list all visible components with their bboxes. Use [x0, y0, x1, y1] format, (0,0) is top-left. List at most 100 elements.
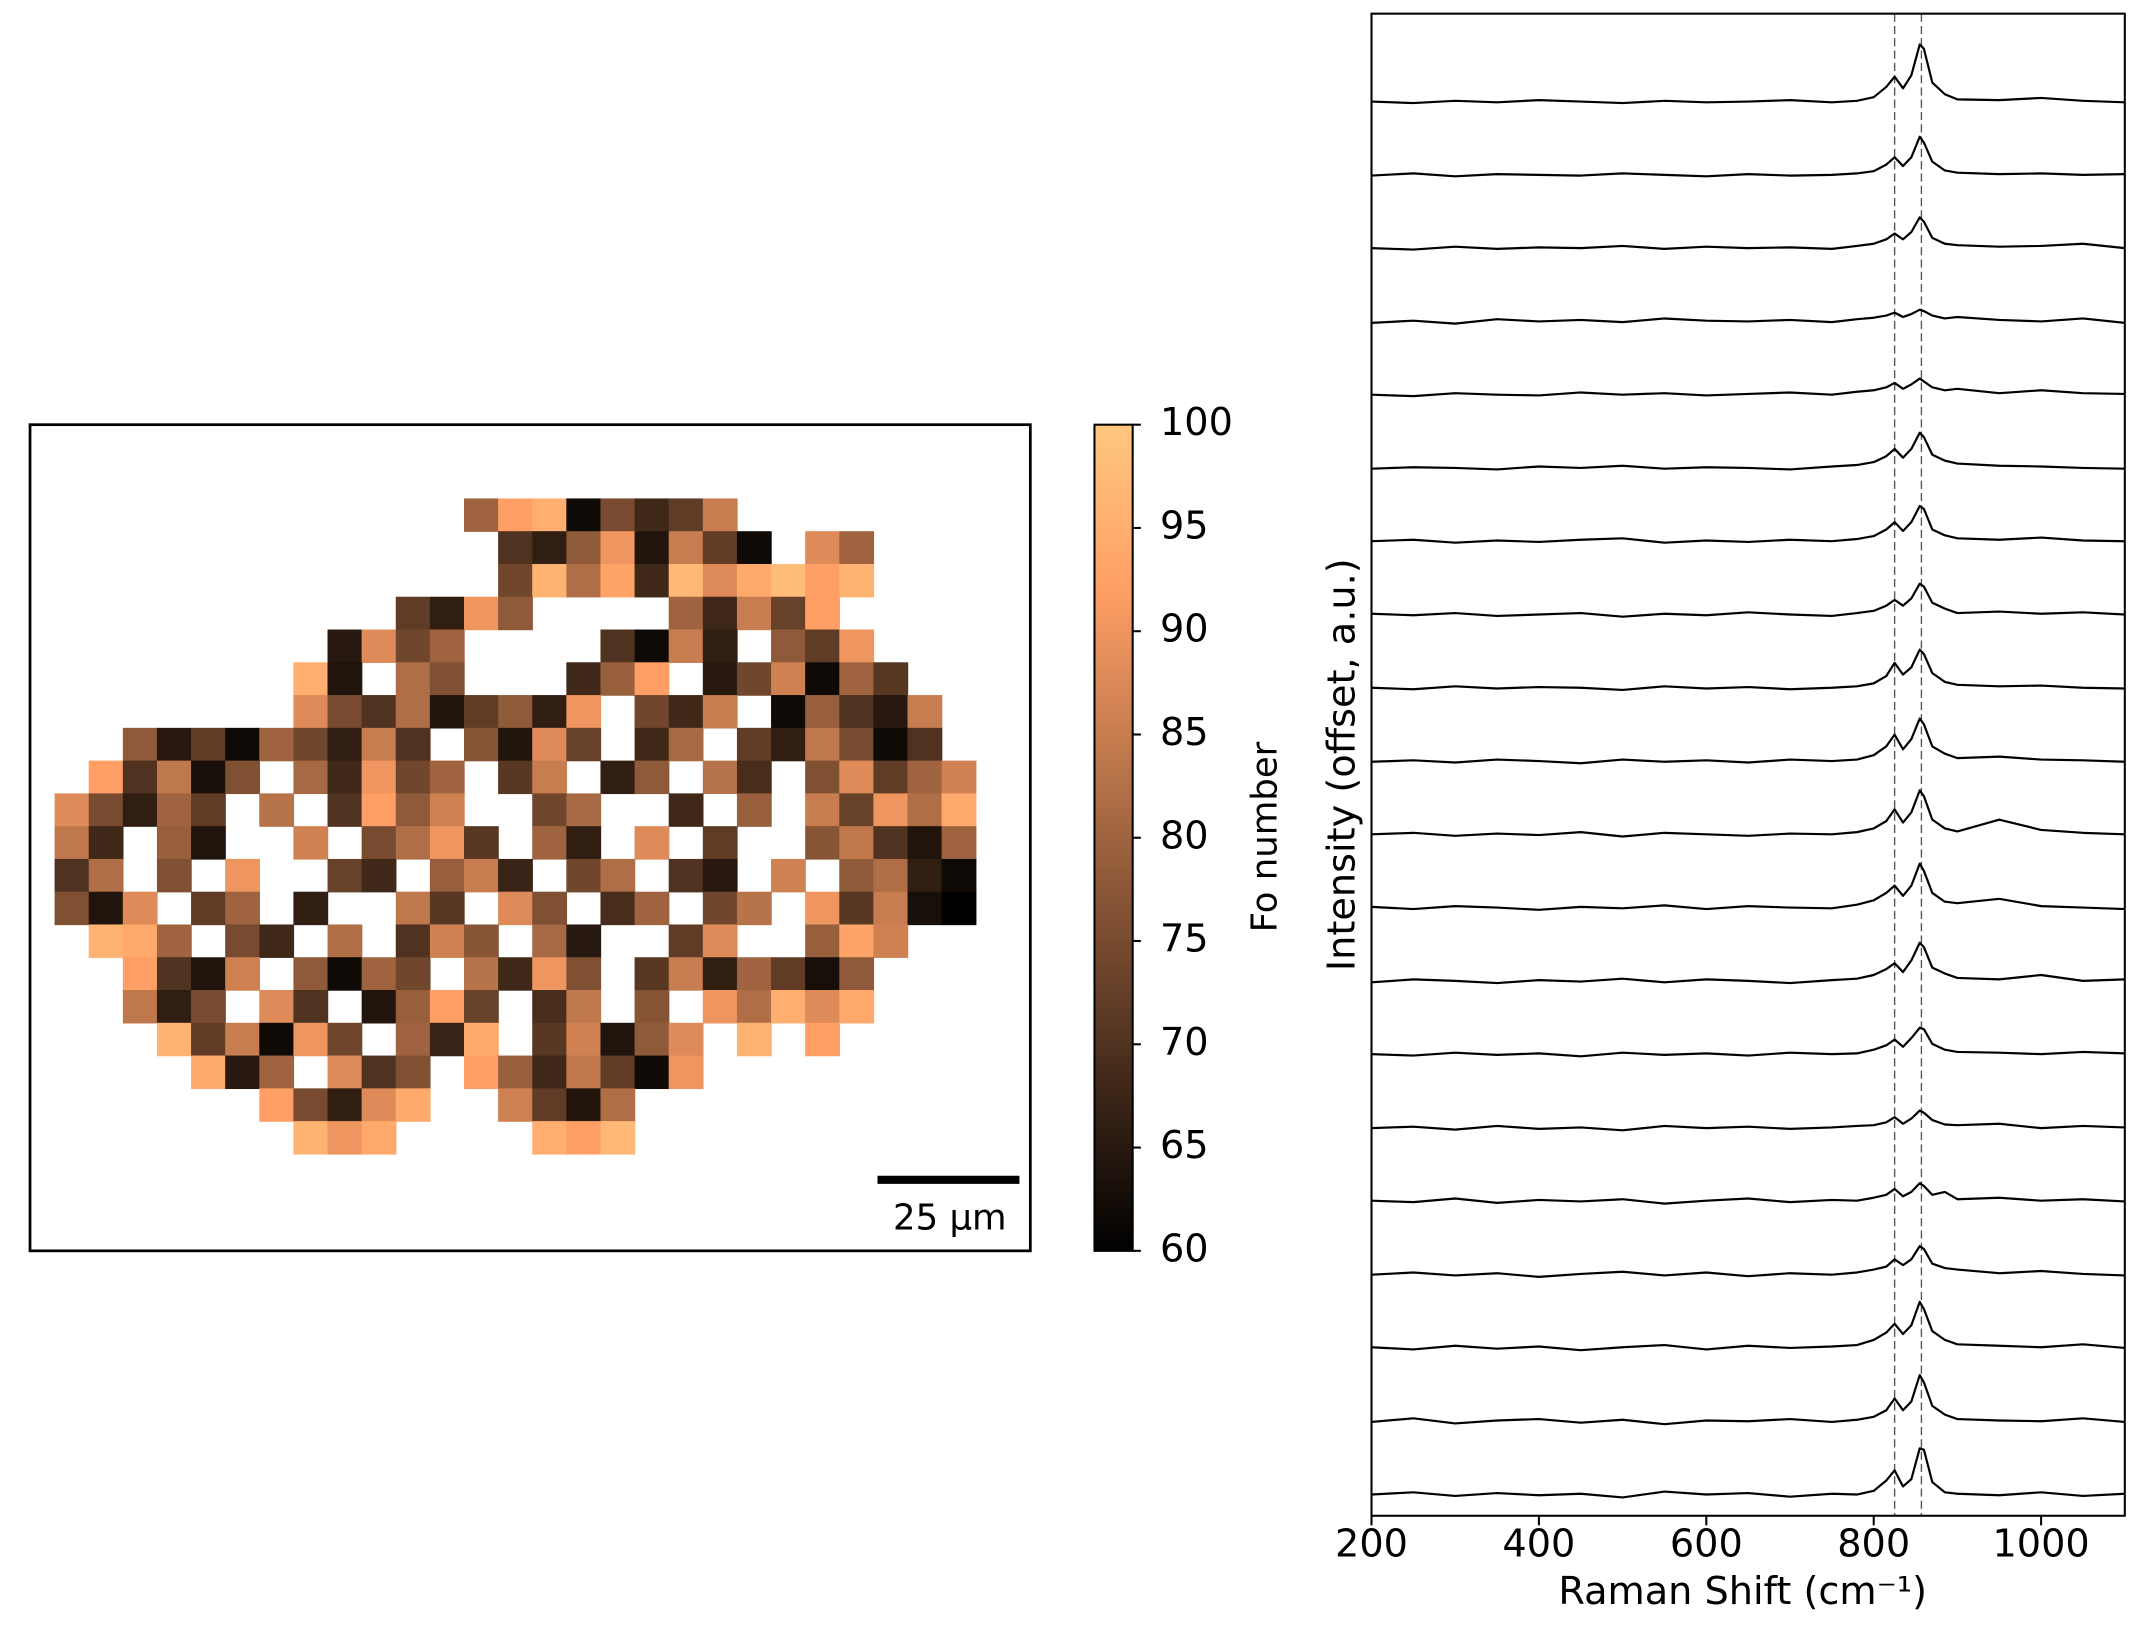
heatmap-cell	[429, 695, 465, 729]
heatmap-cell	[532, 891, 568, 926]
heatmap-cell	[498, 531, 533, 565]
heatmap-cell	[941, 793, 977, 827]
heatmap-cell	[668, 727, 704, 762]
heatmap-cell	[634, 498, 670, 532]
heatmap-cell	[941, 891, 977, 926]
heatmap-cell	[498, 498, 533, 532]
spectrum-line	[1371, 43, 2125, 105]
spectrum-line	[1371, 1109, 2125, 1132]
heatmap-cell	[156, 826, 192, 860]
heatmap-cell	[532, 826, 568, 860]
heatmap-cell	[566, 793, 602, 827]
heatmap-cell	[395, 891, 431, 926]
heatmap-cell	[293, 727, 329, 762]
heatmap-cell	[395, 695, 431, 729]
heatmap-cell	[566, 498, 602, 532]
heatmap-cell	[668, 563, 704, 598]
heatmap-cell	[498, 957, 533, 991]
heatmap-cell	[600, 1088, 636, 1122]
heatmap-cell	[873, 924, 909, 958]
heatmap-cell	[498, 891, 533, 926]
heatmap-cell	[259, 924, 295, 958]
heatmap-cell	[327, 858, 363, 893]
heatmap-cell	[600, 563, 636, 598]
spectrum-line	[1371, 216, 2125, 251]
heatmap-cell	[429, 793, 465, 827]
heatmap-cell	[395, 662, 431, 696]
spectrum-line	[1371, 1026, 2125, 1058]
heatmap-cell	[191, 826, 226, 860]
heatmap-cell	[668, 531, 704, 565]
heatmap-cell	[634, 531, 670, 565]
heatmap-cell	[361, 793, 397, 827]
heatmap-cell	[395, 1055, 431, 1090]
heatmap-cell	[498, 1088, 533, 1122]
colorbar-label: Fo number	[1244, 741, 1285, 932]
heatmap-cell	[259, 1055, 295, 1090]
heatmap-cell	[395, 1022, 431, 1057]
heatmap-cell	[225, 760, 260, 795]
heatmap-cell	[498, 596, 533, 631]
heatmap-cell	[839, 760, 875, 795]
heatmap-cell	[736, 531, 772, 565]
heatmap-cell	[634, 990, 670, 1024]
heatmap-cell	[498, 760, 533, 795]
heatmap-cell	[702, 760, 738, 795]
heatmap-cell	[600, 629, 636, 663]
x-tick-label: 400	[1502, 1522, 1575, 1566]
spectrum-line	[1371, 717, 2125, 765]
heatmap-cell	[941, 858, 977, 893]
heatmap-cell	[156, 727, 192, 762]
heatmap-cell	[191, 957, 226, 991]
heatmap-cell	[293, 760, 329, 795]
heatmap-cell	[225, 957, 260, 991]
heatmap-cell	[668, 1055, 704, 1090]
heatmap-cell	[600, 1121, 636, 1155]
heatmap-cell	[634, 826, 670, 860]
heatmap-cell	[532, 924, 568, 958]
heatmap-cell	[498, 858, 533, 893]
heatmap-cell	[668, 695, 704, 729]
heatmap-cell	[156, 990, 192, 1024]
colorbar-tick-label: 70	[1160, 1021, 1209, 1065]
heatmap-cell	[668, 924, 704, 958]
heatmap-cell	[463, 858, 499, 893]
heatmap-cell	[88, 826, 124, 860]
heatmap-cell	[600, 760, 636, 795]
colorbar-tick-label: 85	[1160, 711, 1209, 755]
heatmap-cell	[395, 957, 431, 991]
heatmap-cell	[873, 760, 909, 795]
heatmap-cell	[395, 596, 431, 631]
heatmap-cell	[532, 695, 568, 729]
heatmap-cell	[361, 1055, 397, 1090]
heatmap-cell	[225, 1022, 260, 1057]
heatmap-cell	[498, 695, 533, 729]
heatmap-cell	[566, 1121, 602, 1155]
heatmap-cell	[873, 793, 909, 827]
heatmap-cell	[122, 727, 158, 762]
spectrum-line	[1371, 941, 2125, 985]
heatmap-cell	[702, 563, 738, 598]
heatmap-cell	[702, 826, 738, 860]
heatmap-cell	[600, 858, 636, 893]
heatmap-cell	[839, 858, 875, 893]
colorbar-tick-label: 75	[1160, 918, 1209, 962]
colorbar-tick-label: 90	[1160, 608, 1209, 652]
heatmap-cell	[634, 662, 670, 696]
heatmap-cell	[702, 924, 738, 958]
heatmap-cell	[736, 596, 772, 631]
heatmap-cell	[463, 695, 499, 729]
heatmap-cell	[736, 760, 772, 795]
heatmap-cell	[191, 727, 226, 762]
heatmap-cell	[122, 760, 158, 795]
heatmap-cell	[736, 891, 772, 926]
heatmap-cell	[327, 1055, 363, 1090]
heatmap-cell	[839, 793, 875, 827]
heatmap-cell	[463, 596, 499, 631]
heatmap-cell	[702, 891, 738, 926]
heatmap-cell	[122, 990, 158, 1024]
heatmap-cell	[839, 695, 875, 729]
heatmap-cell	[498, 727, 533, 762]
heatmap-cell	[805, 727, 840, 762]
heatmap-cell	[498, 563, 533, 598]
